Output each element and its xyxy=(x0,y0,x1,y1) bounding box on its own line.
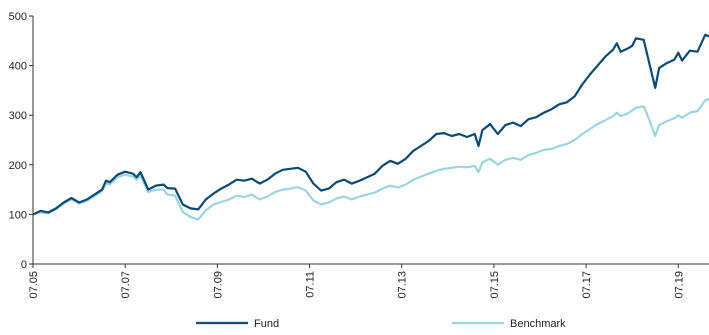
plot-area xyxy=(33,33,709,221)
legend-label-0: Fund xyxy=(254,318,279,330)
y-tick-label: 300 xyxy=(9,110,27,122)
series-line-0 xyxy=(33,33,709,216)
x-tick-label: 07.05 xyxy=(28,271,40,299)
y-axis: 0 100 200 300 400 500 xyxy=(9,11,34,271)
series-line-1 xyxy=(33,97,709,221)
x-tick-label: 07.17 xyxy=(581,271,593,299)
x-tick-label: 07.09 xyxy=(212,271,224,299)
legend-label-1: Benchmark xyxy=(510,318,566,330)
y-tick-label: 500 xyxy=(9,11,27,23)
x-axis: 07.05 07.07 07.09 07.11 07.13 07.15 07.17 07.19 xyxy=(28,263,709,299)
x-tick-label: 07.11 xyxy=(305,271,317,298)
x-tick-label: 07.19 xyxy=(673,271,685,299)
x-tick-label: 07.07 xyxy=(120,271,132,299)
y-tick-label: 0 xyxy=(21,259,27,271)
y-tick-label: 400 xyxy=(9,61,27,73)
x-tick-label: 07.13 xyxy=(397,271,409,299)
y-tick-label: 100 xyxy=(9,209,27,221)
y-tick-label: 200 xyxy=(9,160,27,172)
legend: Fund Benchmark xyxy=(196,318,566,330)
x-tick-label: 07.15 xyxy=(489,271,501,299)
